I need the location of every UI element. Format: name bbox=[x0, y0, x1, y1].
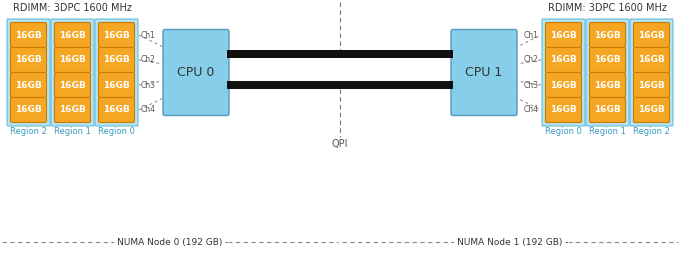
Text: 16GB: 16GB bbox=[59, 30, 86, 40]
Text: 16GB: 16GB bbox=[594, 81, 621, 89]
Text: 16GB: 16GB bbox=[103, 105, 130, 115]
Text: 16GB: 16GB bbox=[638, 105, 665, 115]
Text: - NUMA Node 0 (192 GB) -: - NUMA Node 0 (192 GB) - bbox=[112, 237, 228, 246]
Text: Ch3: Ch3 bbox=[524, 81, 539, 89]
Bar bbox=[227, 81, 453, 89]
Text: 16GB: 16GB bbox=[594, 30, 621, 40]
FancyBboxPatch shape bbox=[54, 72, 90, 98]
Text: 16GB: 16GB bbox=[59, 56, 86, 65]
FancyBboxPatch shape bbox=[99, 23, 135, 47]
FancyBboxPatch shape bbox=[634, 23, 670, 47]
Text: Ch3: Ch3 bbox=[141, 81, 156, 89]
FancyBboxPatch shape bbox=[451, 29, 517, 116]
FancyBboxPatch shape bbox=[163, 29, 229, 116]
FancyBboxPatch shape bbox=[542, 19, 585, 126]
FancyBboxPatch shape bbox=[634, 72, 670, 98]
Text: Region 2: Region 2 bbox=[10, 127, 47, 136]
FancyBboxPatch shape bbox=[634, 47, 670, 72]
Text: 16GB: 16GB bbox=[550, 81, 577, 89]
FancyBboxPatch shape bbox=[590, 47, 626, 72]
FancyBboxPatch shape bbox=[634, 98, 670, 122]
Text: 16GB: 16GB bbox=[15, 81, 42, 89]
Text: 16GB: 16GB bbox=[59, 81, 86, 89]
Text: 16GB: 16GB bbox=[103, 81, 130, 89]
Text: Ch4: Ch4 bbox=[141, 105, 156, 115]
Text: RDIMM: 3DPC 1600 MHz: RDIMM: 3DPC 1600 MHz bbox=[13, 3, 132, 13]
FancyBboxPatch shape bbox=[590, 72, 626, 98]
FancyBboxPatch shape bbox=[545, 47, 581, 72]
Text: 16GB: 16GB bbox=[550, 30, 577, 40]
Text: 16GB: 16GB bbox=[638, 30, 665, 40]
Text: QPI: QPI bbox=[332, 0, 348, 1]
Text: 16GB: 16GB bbox=[15, 105, 42, 115]
Text: 16GB: 16GB bbox=[103, 56, 130, 65]
Bar bbox=[227, 51, 453, 58]
FancyBboxPatch shape bbox=[54, 98, 90, 122]
Text: CPU 0: CPU 0 bbox=[177, 66, 215, 79]
Text: 16GB: 16GB bbox=[594, 56, 621, 65]
FancyBboxPatch shape bbox=[10, 72, 46, 98]
Text: Ch2: Ch2 bbox=[141, 56, 156, 65]
FancyBboxPatch shape bbox=[99, 47, 135, 72]
FancyBboxPatch shape bbox=[54, 23, 90, 47]
FancyBboxPatch shape bbox=[545, 98, 581, 122]
Text: 16GB: 16GB bbox=[550, 56, 577, 65]
FancyBboxPatch shape bbox=[545, 23, 581, 47]
Text: 16GB: 16GB bbox=[594, 105, 621, 115]
FancyBboxPatch shape bbox=[99, 98, 135, 122]
FancyBboxPatch shape bbox=[10, 23, 46, 47]
Text: Region 1: Region 1 bbox=[54, 127, 91, 136]
FancyBboxPatch shape bbox=[54, 47, 90, 72]
Text: 16GB: 16GB bbox=[59, 105, 86, 115]
Text: 16GB: 16GB bbox=[15, 30, 42, 40]
FancyBboxPatch shape bbox=[590, 98, 626, 122]
FancyBboxPatch shape bbox=[590, 23, 626, 47]
FancyBboxPatch shape bbox=[545, 72, 581, 98]
Text: Ch1: Ch1 bbox=[524, 30, 539, 40]
FancyBboxPatch shape bbox=[51, 19, 94, 126]
Text: 16GB: 16GB bbox=[638, 56, 665, 65]
Text: 16GB: 16GB bbox=[15, 56, 42, 65]
Text: Ch2: Ch2 bbox=[524, 56, 539, 65]
Text: RDIMM: 3DPC 1600 MHz: RDIMM: 3DPC 1600 MHz bbox=[548, 3, 667, 13]
FancyBboxPatch shape bbox=[99, 72, 135, 98]
FancyBboxPatch shape bbox=[630, 19, 673, 126]
Text: 16GB: 16GB bbox=[638, 81, 665, 89]
Text: QPI: QPI bbox=[332, 139, 348, 149]
Text: CPU 1: CPU 1 bbox=[465, 66, 503, 79]
FancyBboxPatch shape bbox=[7, 19, 50, 126]
FancyBboxPatch shape bbox=[10, 47, 46, 72]
Text: - NUMA Node 1 (192 GB) -: - NUMA Node 1 (192 GB) - bbox=[452, 237, 568, 246]
Text: 16GB: 16GB bbox=[103, 30, 130, 40]
FancyBboxPatch shape bbox=[10, 98, 46, 122]
Text: Region 0: Region 0 bbox=[98, 127, 135, 136]
Text: Region 1: Region 1 bbox=[589, 127, 626, 136]
Text: Ch1: Ch1 bbox=[141, 30, 156, 40]
Text: Region 2: Region 2 bbox=[633, 127, 670, 136]
Text: Ch4: Ch4 bbox=[524, 105, 539, 115]
FancyBboxPatch shape bbox=[95, 19, 138, 126]
Text: 16GB: 16GB bbox=[550, 105, 577, 115]
Text: Region 0: Region 0 bbox=[545, 127, 582, 136]
FancyBboxPatch shape bbox=[586, 19, 629, 126]
